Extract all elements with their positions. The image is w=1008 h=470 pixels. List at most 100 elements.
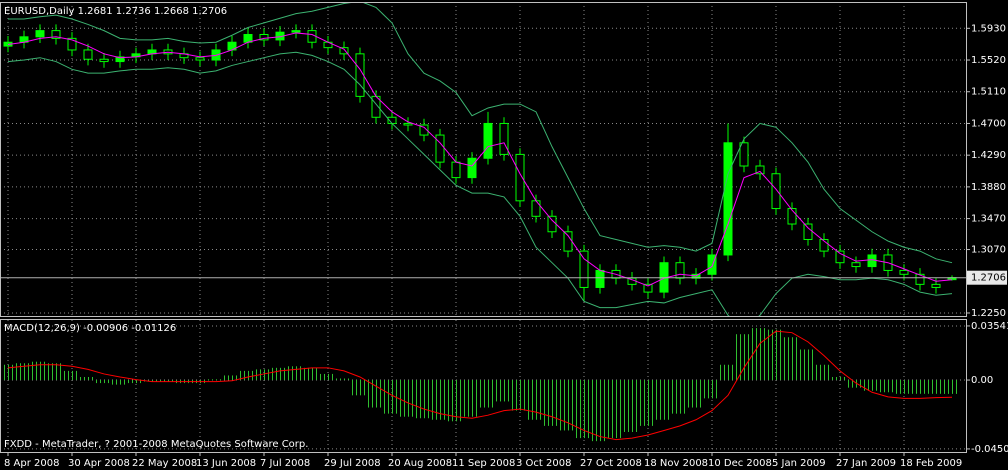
histogram-bar: [64, 370, 80, 381]
candle-body: [419, 124, 429, 136]
macd-title: MACD(12,26,9) -0.00906 -0.01126: [4, 323, 176, 334]
histogram-bar: [848, 380, 864, 388]
histogram-bar: [224, 375, 240, 381]
histogram-bar: [768, 329, 784, 381]
x-tick-label: 22 May 2008: [132, 458, 197, 469]
histogram-bar: [32, 361, 48, 381]
signal-line: [7, 330, 953, 441]
histogram-bar: [272, 367, 288, 381]
histogram-bar: [0, 364, 16, 381]
histogram-bar: [416, 380, 432, 419]
histogram-bar: [944, 380, 960, 394]
candle-body: [867, 254, 877, 268]
axes: 1.5930 1.5520 1.5110 1.4700 1.4290 1.3880 1.34…: [4, 23, 1008, 469]
candle-body: [467, 157, 477, 179]
candle-body: [595, 269, 605, 288]
x-tick-label: 30 Apr 2008: [68, 458, 130, 469]
histogram-bar: [240, 370, 256, 381]
candle-body: [99, 58, 109, 63]
histogram-bar: [112, 380, 128, 385]
candle-body: [451, 161, 461, 179]
y-tick-label: 1.4700: [971, 118, 1006, 129]
candle-body: [483, 122, 493, 159]
candle-body: [83, 49, 93, 60]
price-frame: [0, 2, 967, 317]
candle-body: [723, 142, 733, 256]
candle-body: [115, 56, 125, 63]
x-tick-label: 20 Aug 2008: [388, 458, 452, 469]
candle-body: [643, 283, 653, 293]
histogram-bar: [704, 380, 720, 399]
histogram-bar: [80, 376, 96, 381]
histogram-bar: [432, 380, 448, 420]
price-panel: [0, 2, 966, 316]
y-tick-label: 1.3470: [971, 214, 1006, 225]
candle-body: [259, 33, 269, 41]
histogram-bar: [448, 380, 464, 422]
histogram-bar: [400, 380, 416, 417]
histogram-bar: [464, 380, 480, 417]
histogram-bar: [16, 363, 32, 381]
histogram-bar: [880, 380, 896, 393]
histogram-bar: [128, 380, 144, 384]
x-tick-label: 29 Jul 2008: [324, 458, 381, 469]
candle-body: [67, 37, 77, 51]
candle-body: [899, 269, 909, 275]
histogram-bar: [688, 380, 704, 408]
histogram-bar: [304, 367, 320, 381]
histogram-bar: [336, 378, 352, 381]
histogram-bar: [48, 363, 64, 381]
histogram-bar: [752, 328, 768, 381]
histogram-bar: [544, 380, 560, 426]
candle-body: [195, 57, 205, 61]
candle-body: [291, 30, 301, 33]
histogram-bar: [624, 380, 640, 432]
histogram-bar: [560, 380, 576, 431]
histogram-bar: [384, 380, 400, 414]
y-tick-label: 0.00: [971, 375, 993, 386]
candle-body: [819, 238, 829, 252]
x-tick-label: 18 Nov 2008: [644, 458, 708, 469]
histogram-bar: [528, 380, 544, 420]
x-tick-label: 7 Jul 2008: [260, 458, 310, 469]
candle-body: [499, 122, 509, 155]
candle-body: [563, 231, 573, 252]
y-tick-label: 1.5930: [971, 23, 1006, 34]
candle-body: [931, 283, 941, 288]
y-tick-label: 1.2250: [971, 308, 1006, 319]
candle-body: [307, 30, 317, 43]
candle-body: [547, 215, 557, 233]
price-title: EURUSD,Daily 1.2681 1.2736 1.2668 1.2706: [4, 6, 227, 17]
macd-panel: [0, 320, 966, 452]
x-tick-label: 13 Jun 2008: [196, 458, 256, 469]
histogram-bar: [160, 380, 176, 382]
histogram-bar: [208, 379, 224, 381]
histogram-bar: [784, 337, 800, 381]
footer: FXDD - MetaTrader, ? 2001-2008 MetaQuote…: [4, 439, 308, 450]
candle-body: [35, 30, 45, 38]
x-tick-label: 10 Dec 2008: [708, 458, 772, 469]
candle-body: [803, 223, 813, 240]
histogram-bar: [656, 380, 672, 420]
histogram-bar: [576, 380, 592, 439]
histogram-bar: [320, 373, 336, 381]
x-tick-label: 8 Apr 2008: [4, 458, 59, 469]
candle-body: [355, 53, 365, 97]
histogram-bar: [96, 380, 112, 384]
indicator-line: [8, 2, 953, 264]
histogram-bar: [512, 380, 528, 411]
histogram-bar: [720, 364, 736, 381]
candle-body: [755, 165, 765, 175]
candle-body: [515, 153, 525, 202]
y-tick-label: 1.3880: [971, 182, 1006, 193]
candle-body: [787, 208, 797, 225]
x-tick-label: 11 Sep 2008: [452, 458, 515, 469]
histogram-bar: [368, 380, 384, 408]
histogram-bar: [640, 380, 656, 426]
histogram-bar: [592, 380, 608, 442]
candle-body: [851, 262, 861, 268]
histogram-bar: [928, 380, 944, 394]
price-label-box: [967, 270, 1007, 285]
histogram-bar: [800, 349, 816, 381]
